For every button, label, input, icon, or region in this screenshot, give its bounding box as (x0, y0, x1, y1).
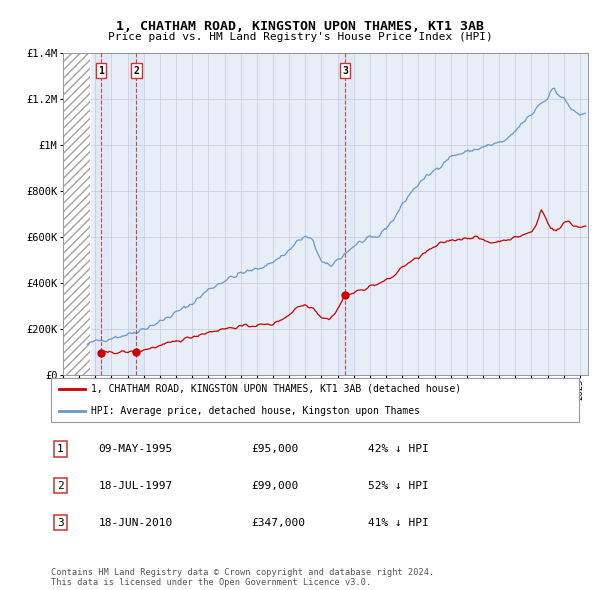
Bar (95, 53, 107, 375)
FancyBboxPatch shape (51, 378, 579, 422)
Text: 42% ↓ HPI: 42% ↓ HPI (368, 444, 428, 454)
Text: 1, CHATHAM ROAD, KINGSTON UPON THAMES, KT1 3AB (detached house): 1, CHATHAM ROAD, KINGSTON UPON THAMES, K… (91, 384, 461, 394)
Bar (63, 53, 91, 375)
Text: 18-JUN-2010: 18-JUN-2010 (98, 517, 173, 527)
Text: £347,000: £347,000 (251, 517, 305, 527)
Text: 3: 3 (57, 517, 64, 527)
Text: 09-MAY-1995: 09-MAY-1995 (98, 444, 173, 454)
Text: 41% ↓ HPI: 41% ↓ HPI (368, 517, 428, 527)
Bar (338, 53, 352, 375)
Text: 1: 1 (98, 66, 104, 76)
Text: £99,000: £99,000 (251, 481, 299, 491)
Text: HPI: Average price, detached house, Kingston upon Thames: HPI: Average price, detached house, King… (91, 406, 419, 416)
Text: 1: 1 (57, 444, 64, 454)
Text: 52% ↓ HPI: 52% ↓ HPI (368, 481, 428, 491)
Text: 3: 3 (342, 66, 348, 76)
Text: 1, CHATHAM ROAD, KINGSTON UPON THAMES, KT1 3AB: 1, CHATHAM ROAD, KINGSTON UPON THAMES, K… (116, 20, 484, 33)
Text: 2: 2 (133, 66, 139, 76)
Text: Price paid vs. HM Land Registry's House Price Index (HPI): Price paid vs. HM Land Registry's House … (107, 32, 493, 41)
Bar (63, 53, 91, 375)
Text: Contains HM Land Registry data © Crown copyright and database right 2024.
This d: Contains HM Land Registry data © Crown c… (51, 568, 434, 587)
Text: 18-JUL-1997: 18-JUL-1997 (98, 481, 173, 491)
Text: 2: 2 (57, 481, 64, 491)
Text: £95,000: £95,000 (251, 444, 299, 454)
Bar (130, 53, 143, 375)
